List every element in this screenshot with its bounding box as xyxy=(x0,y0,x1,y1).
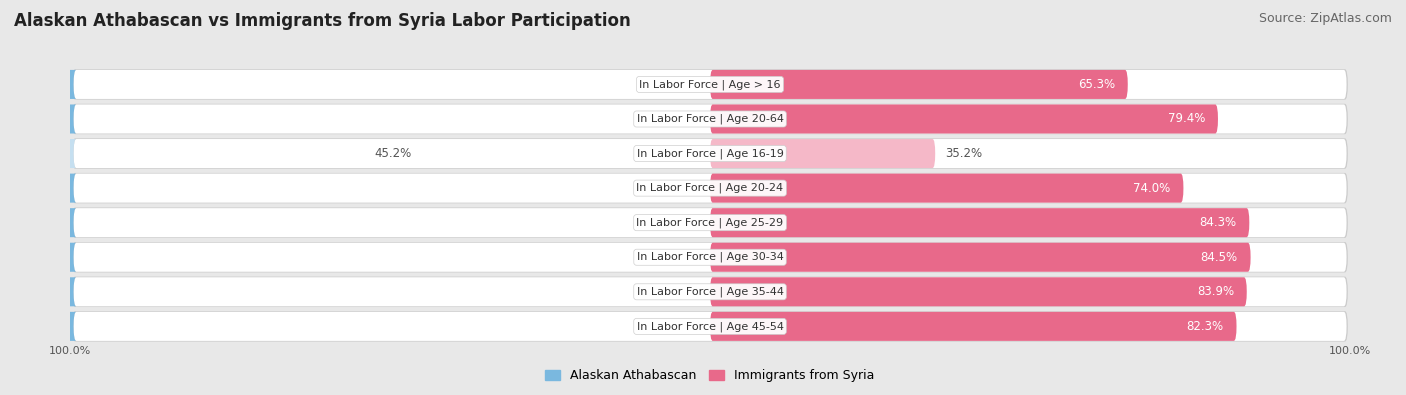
Legend: Alaskan Athabascan, Immigrants from Syria: Alaskan Athabascan, Immigrants from Syri… xyxy=(540,364,880,387)
Text: 81.3%: 81.3% xyxy=(202,285,240,298)
Text: In Labor Force | Age > 16: In Labor Force | Age > 16 xyxy=(640,79,780,90)
Text: In Labor Force | Age 20-64: In Labor Force | Age 20-64 xyxy=(637,114,783,124)
Text: 79.4%: 79.4% xyxy=(1168,113,1205,126)
FancyBboxPatch shape xyxy=(73,105,1347,134)
FancyBboxPatch shape xyxy=(710,174,1184,203)
FancyBboxPatch shape xyxy=(73,139,1347,168)
Text: 81.8%: 81.8% xyxy=(200,320,236,333)
Text: 81.7%: 81.7% xyxy=(200,251,238,264)
FancyBboxPatch shape xyxy=(72,207,1348,238)
Text: 84.5%: 84.5% xyxy=(1201,251,1237,264)
FancyBboxPatch shape xyxy=(0,105,76,134)
Text: 83.9%: 83.9% xyxy=(1197,285,1234,298)
FancyBboxPatch shape xyxy=(73,312,1347,341)
Text: 65.3%: 65.3% xyxy=(1078,78,1115,91)
FancyBboxPatch shape xyxy=(0,277,76,307)
FancyBboxPatch shape xyxy=(710,312,1236,341)
FancyBboxPatch shape xyxy=(73,174,1347,203)
FancyBboxPatch shape xyxy=(0,243,76,272)
FancyBboxPatch shape xyxy=(72,276,1348,307)
FancyBboxPatch shape xyxy=(710,243,1250,272)
FancyBboxPatch shape xyxy=(72,242,1348,273)
FancyBboxPatch shape xyxy=(0,139,76,168)
Text: 79.1%: 79.1% xyxy=(217,182,254,195)
FancyBboxPatch shape xyxy=(710,208,1250,237)
Text: 45.2%: 45.2% xyxy=(374,147,412,160)
Text: In Labor Force | Age 20-24: In Labor Force | Age 20-24 xyxy=(637,183,783,194)
FancyBboxPatch shape xyxy=(710,105,1218,134)
FancyBboxPatch shape xyxy=(0,312,76,341)
FancyBboxPatch shape xyxy=(710,139,935,168)
FancyBboxPatch shape xyxy=(710,70,1128,99)
FancyBboxPatch shape xyxy=(72,173,1348,203)
Text: 84.3%: 84.3% xyxy=(1199,216,1236,229)
Text: 82.3%: 82.3% xyxy=(1187,320,1223,333)
FancyBboxPatch shape xyxy=(72,311,1348,342)
FancyBboxPatch shape xyxy=(72,138,1348,169)
FancyBboxPatch shape xyxy=(710,277,1247,307)
FancyBboxPatch shape xyxy=(72,69,1348,100)
Text: Alaskan Athabascan vs Immigrants from Syria Labor Participation: Alaskan Athabascan vs Immigrants from Sy… xyxy=(14,12,631,30)
Text: In Labor Force | Age 25-29: In Labor Force | Age 25-29 xyxy=(637,217,783,228)
Text: In Labor Force | Age 30-34: In Labor Force | Age 30-34 xyxy=(637,252,783,263)
Text: 76.9%: 76.9% xyxy=(231,113,269,126)
FancyBboxPatch shape xyxy=(73,70,1347,99)
FancyBboxPatch shape xyxy=(72,104,1348,134)
Text: In Labor Force | Age 45-54: In Labor Force | Age 45-54 xyxy=(637,321,783,332)
Text: 35.2%: 35.2% xyxy=(945,147,981,160)
FancyBboxPatch shape xyxy=(73,208,1347,237)
Text: Source: ZipAtlas.com: Source: ZipAtlas.com xyxy=(1258,12,1392,25)
FancyBboxPatch shape xyxy=(0,174,76,203)
Text: In Labor Force | Age 35-44: In Labor Force | Age 35-44 xyxy=(637,286,783,297)
Text: In Labor Force | Age 16-19: In Labor Force | Age 16-19 xyxy=(637,148,783,159)
Text: 74.0%: 74.0% xyxy=(1133,182,1171,195)
Text: 64.8%: 64.8% xyxy=(308,78,346,91)
Text: 82.3%: 82.3% xyxy=(197,216,233,229)
FancyBboxPatch shape xyxy=(0,70,76,99)
FancyBboxPatch shape xyxy=(73,277,1347,307)
FancyBboxPatch shape xyxy=(73,243,1347,272)
FancyBboxPatch shape xyxy=(0,208,76,237)
